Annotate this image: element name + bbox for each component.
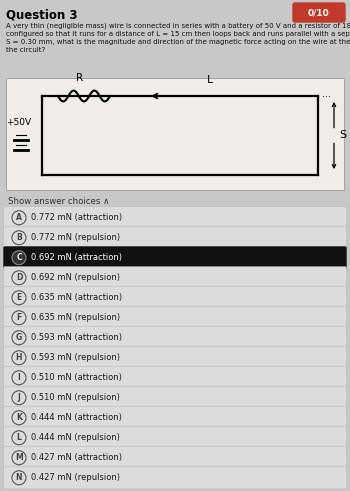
FancyBboxPatch shape	[4, 267, 346, 289]
Text: F: F	[16, 313, 22, 322]
FancyBboxPatch shape	[4, 287, 346, 309]
Text: 0/10: 0/10	[308, 8, 330, 17]
Text: A: A	[16, 213, 22, 222]
Text: 0.510 mN (repulsion): 0.510 mN (repulsion)	[31, 393, 120, 402]
Text: 0.692 mN (repulsion): 0.692 mN (repulsion)	[31, 273, 120, 282]
Text: 0.635 mN (repulsion): 0.635 mN (repulsion)	[31, 313, 120, 322]
Text: ...: ...	[322, 89, 331, 99]
FancyBboxPatch shape	[293, 3, 345, 22]
Text: 0.444 mN (repulsion): 0.444 mN (repulsion)	[31, 433, 120, 442]
FancyBboxPatch shape	[4, 446, 346, 469]
Text: E: E	[16, 293, 22, 302]
Text: 0.593 mN (attraction): 0.593 mN (attraction)	[31, 333, 122, 342]
Text: S: S	[339, 131, 346, 140]
Text: G: G	[16, 333, 22, 342]
Text: L: L	[207, 75, 213, 85]
Text: 0.772 mN (attraction): 0.772 mN (attraction)	[31, 213, 122, 222]
FancyBboxPatch shape	[4, 327, 346, 349]
Circle shape	[12, 251, 26, 265]
Text: +50V: +50V	[6, 118, 31, 127]
Text: 0.427 mN (attraction): 0.427 mN (attraction)	[31, 453, 122, 462]
Text: H: H	[16, 353, 22, 362]
FancyBboxPatch shape	[4, 407, 346, 429]
Text: B: B	[16, 233, 22, 242]
FancyBboxPatch shape	[4, 207, 346, 229]
Text: 0.772 mN (repulsion): 0.772 mN (repulsion)	[31, 233, 120, 242]
FancyBboxPatch shape	[4, 226, 346, 249]
Text: 0.593 mN (repulsion): 0.593 mN (repulsion)	[31, 353, 120, 362]
Text: 0.635 mN (attraction): 0.635 mN (attraction)	[31, 293, 122, 302]
FancyBboxPatch shape	[4, 366, 346, 389]
FancyBboxPatch shape	[4, 427, 346, 449]
Text: R: R	[76, 73, 84, 83]
Text: Show answer choices ∧: Show answer choices ∧	[8, 197, 110, 206]
Text: 0.444 mN (attraction): 0.444 mN (attraction)	[31, 413, 122, 422]
Text: J: J	[18, 393, 20, 402]
Text: 0.692 mN (attraction): 0.692 mN (attraction)	[31, 253, 122, 262]
Text: I: I	[18, 373, 20, 382]
Text: A very thin (negligible mass) wire is connected in series with a battery of 50 V: A very thin (negligible mass) wire is co…	[6, 22, 350, 53]
Text: K: K	[16, 413, 22, 422]
Text: D: D	[16, 273, 22, 282]
Text: L: L	[16, 433, 21, 442]
Text: M: M	[15, 453, 23, 462]
Text: C: C	[16, 253, 22, 262]
FancyBboxPatch shape	[6, 78, 344, 190]
Text: N: N	[16, 473, 22, 482]
Text: Question 3: Question 3	[6, 8, 77, 21]
FancyBboxPatch shape	[4, 466, 346, 489]
Text: 0.427 mN (repulsion): 0.427 mN (repulsion)	[31, 473, 120, 482]
FancyBboxPatch shape	[4, 306, 346, 329]
FancyBboxPatch shape	[4, 386, 346, 409]
Text: 0.510 mN (attraction): 0.510 mN (attraction)	[31, 373, 122, 382]
FancyBboxPatch shape	[4, 246, 346, 269]
FancyBboxPatch shape	[4, 347, 346, 369]
